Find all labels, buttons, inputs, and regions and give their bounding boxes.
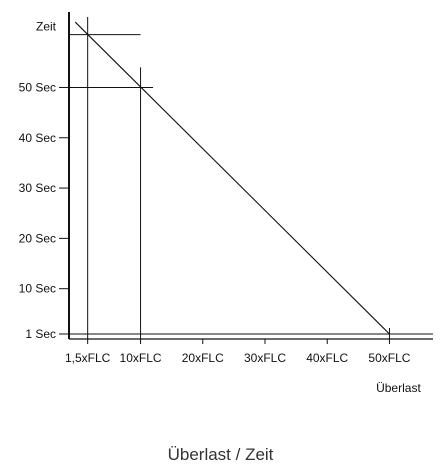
- y-tick-label: 30 Sec: [19, 181, 56, 195]
- x-tick-label: 50xFLC: [368, 351, 410, 365]
- y-tick-label: 20 Sec: [19, 231, 56, 245]
- x-tick-label: 10xFLC: [120, 351, 162, 365]
- x-tick-label: 20xFLC: [182, 351, 224, 365]
- series-line: [74, 21, 390, 335]
- x-axis-label: Überlast: [376, 381, 421, 395]
- chart-caption: Überlast / Zeit: [167, 445, 274, 464]
- y-tick-label: 50 Sec: [19, 80, 56, 94]
- y-tick-label: 40 Sec: [19, 131, 56, 145]
- x-tick-label: 40xFLC: [306, 351, 348, 365]
- y-tick-label: 10 Sec: [19, 282, 56, 296]
- y-axis-label: Zeit: [36, 20, 57, 34]
- x-tick-label: 30xFLC: [244, 351, 286, 365]
- x-tick-label: 1,5xFLC: [65, 351, 111, 365]
- y-tick-label: 1 Sec: [25, 327, 56, 341]
